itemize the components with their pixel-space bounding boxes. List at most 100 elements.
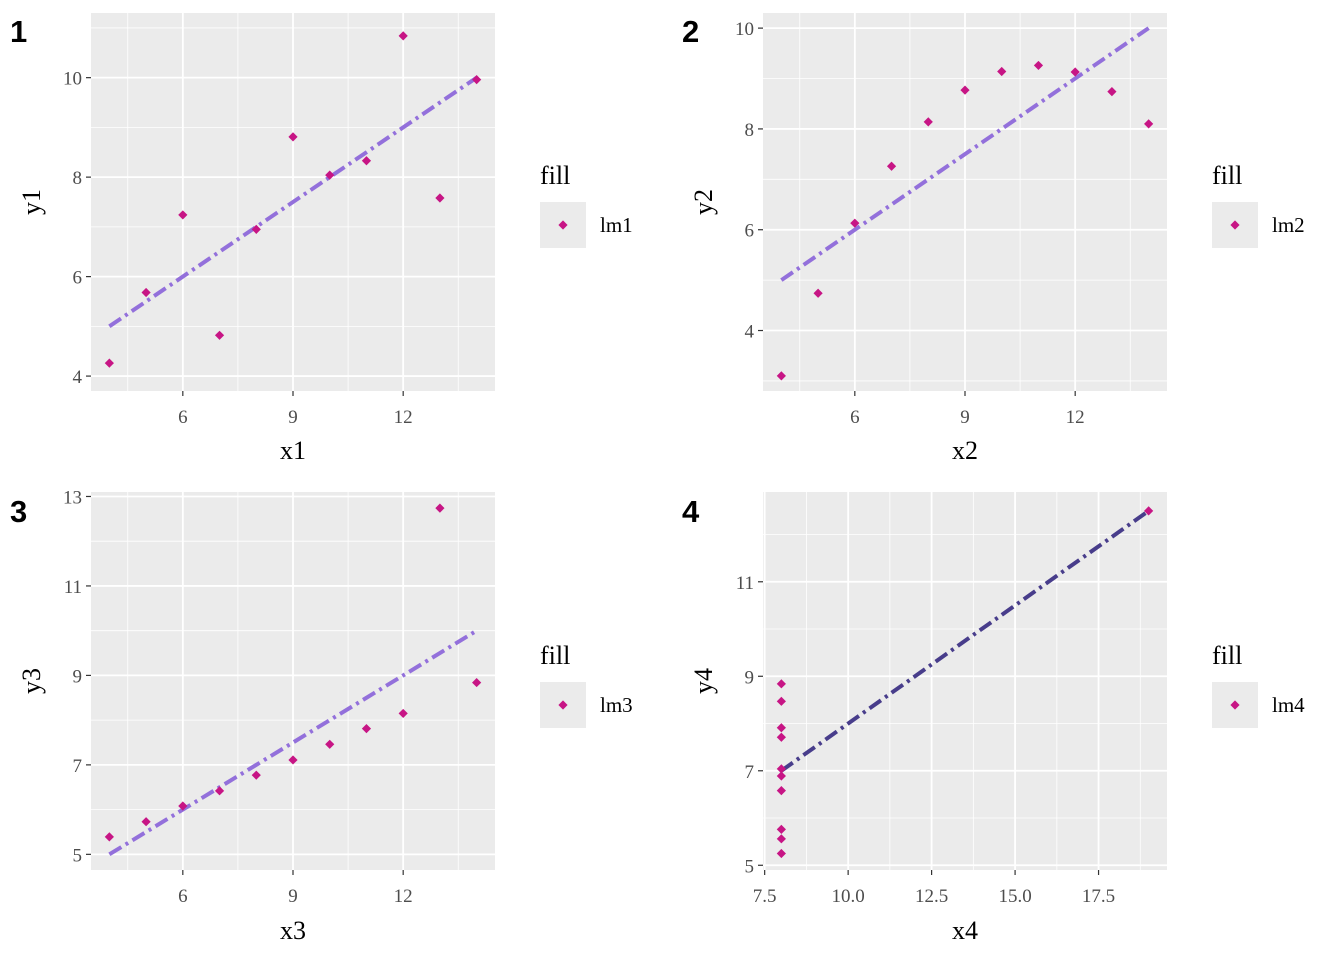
y-tick-label: 5	[745, 856, 755, 877]
data-point	[776, 371, 786, 381]
legend-label: lm1	[600, 213, 633, 237]
data-point	[251, 770, 261, 780]
legend: fill lm2	[1212, 161, 1305, 248]
x-tick-label: 6	[850, 407, 860, 428]
data-point	[325, 739, 335, 749]
y-tick-label: 4	[745, 322, 755, 343]
chart-panel-4: 4 7.5 10.0 12.5 15.0 17.5 5 7 9 11 x4 y4 fill lm4	[682, 492, 1305, 945]
x-tick-label: 12.5	[915, 886, 948, 907]
data-point	[850, 218, 860, 228]
legend-key-point	[558, 220, 568, 230]
x-axis-title: x4	[952, 916, 978, 945]
y-tick-label: 9	[745, 667, 755, 688]
y-tick-label: 9	[73, 666, 83, 687]
x-tick-label: 17.5	[1082, 886, 1115, 907]
y-tick-label: 11	[64, 577, 82, 598]
data-point	[776, 834, 786, 844]
panel-tag: 2	[682, 14, 699, 49]
data-point	[1070, 67, 1080, 77]
data-point	[997, 66, 1007, 77]
y-tick-label: 7	[73, 756, 83, 777]
regression-line	[780, 26, 1150, 282]
x-axis-title: x3	[280, 916, 306, 945]
legend-label: lm2	[1272, 213, 1305, 237]
legend-title: fill	[540, 161, 570, 190]
panel-tag: 4	[682, 494, 700, 529]
chart-panel-1: 1 6 9 12 4 6 8 10 x1 y1 fill lm1	[10, 13, 633, 465]
legend-label: lm4	[1272, 693, 1305, 717]
legend-title: fill	[540, 641, 570, 670]
data-point	[251, 224, 261, 234]
x-axis-title: x2	[952, 436, 978, 465]
panel-tag: 1	[10, 14, 27, 49]
y-tick-label: 5	[73, 845, 83, 866]
data-point	[141, 287, 151, 298]
y-tick-label: 8	[745, 120, 755, 141]
y-tick-label: 10	[735, 19, 754, 40]
data-point	[776, 824, 786, 834]
legend-title: fill	[1212, 161, 1242, 190]
regression-line	[108, 76, 478, 328]
x-tick-label: 9	[288, 886, 298, 907]
panel-tag: 3	[10, 494, 27, 529]
y-tick-label: 10	[63, 69, 82, 90]
data-point	[104, 832, 114, 842]
x-tick-label: 12	[1066, 407, 1085, 428]
data-point	[1144, 119, 1154, 129]
data-point	[398, 31, 408, 41]
data-point	[776, 679, 786, 689]
legend-key-point	[1230, 220, 1240, 230]
data-point	[776, 786, 786, 796]
data-point	[178, 210, 188, 220]
data-point	[435, 503, 445, 513]
x-tick-label: 12	[394, 886, 413, 907]
legend: fill lm4	[1212, 641, 1305, 728]
regression-line	[780, 509, 1150, 773]
data-point	[472, 677, 482, 688]
x-tick-label: 7.5	[753, 886, 777, 907]
x-tick-label: 6	[178, 407, 188, 428]
y-tick-label: 7	[745, 762, 755, 783]
data-point	[435, 193, 445, 203]
x-axis-title: x1	[280, 436, 306, 465]
chart-panel-2: 2 6 9 12 4 6 8 10 x2 y2 fill lm2	[682, 13, 1305, 465]
y-tick-label: 8	[73, 168, 83, 189]
x-tick-label: 15.0	[998, 886, 1031, 907]
y-axis-title: y3	[17, 668, 46, 694]
data-point	[1033, 60, 1044, 71]
legend: fill lm1	[540, 161, 633, 248]
data-point	[776, 732, 786, 742]
y-tick-label: 6	[745, 221, 755, 242]
x-tick-label: 9	[288, 407, 298, 428]
y-tick-label: 11	[736, 573, 754, 594]
data-point	[214, 786, 225, 796]
x-tick-label: 10.0	[832, 886, 865, 907]
data-point	[361, 724, 372, 734]
y-tick-label: 13	[63, 487, 82, 508]
y-axis-title: y1	[17, 189, 46, 215]
x-tick-label: 12	[394, 407, 413, 428]
legend-title: fill	[1212, 641, 1242, 670]
legend-key-point	[558, 700, 568, 710]
data-point	[472, 75, 482, 85]
data-point	[1144, 506, 1154, 516]
legend-key-point	[1230, 700, 1240, 710]
data-point	[776, 723, 786, 733]
data-point	[398, 708, 408, 719]
data-point	[1107, 87, 1117, 97]
data-point	[776, 764, 786, 774]
data-point	[141, 817, 151, 827]
y-axis-title: y2	[689, 189, 718, 215]
data-point	[923, 117, 933, 127]
y-axis-title: y4	[689, 668, 718, 694]
data-point	[214, 330, 225, 340]
x-tick-label: 6	[178, 886, 188, 907]
data-point	[960, 85, 970, 95]
chart-panel-3: 3 6 9 12 5 7 9 11 13 x3 y3 fill lm3	[10, 487, 633, 945]
data-point	[776, 696, 786, 706]
plot-panel	[763, 492, 1167, 870]
data-point	[288, 132, 298, 142]
data-point	[361, 156, 372, 166]
data-point	[104, 358, 114, 368]
